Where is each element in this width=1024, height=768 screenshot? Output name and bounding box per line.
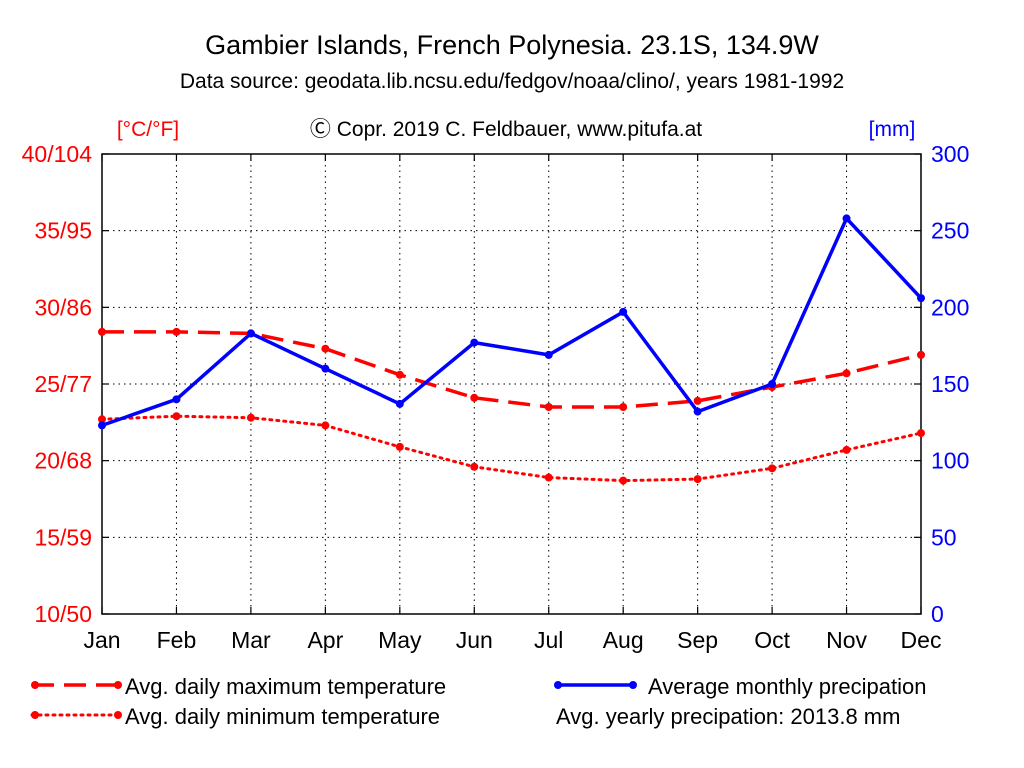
- series-layer: [98, 214, 925, 485]
- axis-ticks: Jan Feb Mar Apr May Jun Jul Aug Sep Oct Nov Dec 10/5…: [22, 141, 970, 653]
- x-tick-label: Jul: [534, 627, 563, 653]
- x-tick-label: Aug: [603, 627, 644, 653]
- series-line-average-monthly-precipation: [101, 215, 923, 428]
- data-point: [842, 445, 851, 454]
- chart-subtitle: Data source: geodata.lib.ncsu.edu/fedgov…: [180, 70, 844, 93]
- data-point: [768, 464, 777, 473]
- data-point: [321, 364, 330, 373]
- data-point: [619, 307, 628, 316]
- chart-title: Gambier Islands, French Polynesia. 23.1S…: [205, 30, 819, 60]
- grid: [102, 154, 921, 614]
- legend-label: Avg. daily minimum temperature: [125, 704, 440, 729]
- legend-label: Avg. daily maximum temperature: [125, 674, 446, 699]
- y-left-tick-label: 40/104: [22, 141, 93, 167]
- y-left-tick-label: 25/77: [34, 371, 92, 397]
- data-point: [768, 380, 777, 388]
- data-point: [917, 429, 925, 438]
- legend-marker: [31, 711, 39, 719]
- data-point: [246, 329, 255, 338]
- y-left-tick-label: 15/59: [34, 524, 92, 550]
- copyright-text: Ⓒ Copr. 2019 C. Feldbauer, www.pitufa.at: [310, 118, 702, 141]
- x-tick-label: Sep: [677, 627, 718, 653]
- data-point: [544, 403, 553, 411]
- data-point: [395, 442, 404, 451]
- x-tick-label: Nov: [826, 627, 867, 653]
- right-axis-unit-label: [mm]: [869, 118, 916, 141]
- data-point: [544, 350, 553, 359]
- legend-label: Average monthly precipation: [648, 674, 926, 699]
- data-point: [98, 421, 106, 430]
- data-point: [321, 421, 330, 430]
- data-point: [98, 415, 106, 424]
- x-tick-label: Jan: [83, 627, 120, 653]
- y-right-tick-label: 250: [931, 218, 969, 244]
- legend-marker: [114, 711, 122, 719]
- data-point: [917, 350, 925, 359]
- y-right-tick-label: 300: [931, 141, 969, 167]
- x-tick-label: May: [378, 627, 422, 653]
- data-point: [172, 327, 181, 336]
- data-point: [321, 344, 330, 353]
- data-point: [470, 338, 479, 347]
- y-left-tick-label: 35/95: [34, 218, 92, 244]
- x-tick-label: Mar: [231, 627, 271, 653]
- y-right-tick-label: 0: [931, 601, 944, 627]
- y-right-tick-label: 200: [931, 294, 969, 320]
- y-right-tick-label: 50: [931, 524, 957, 550]
- legend-marker: [629, 681, 637, 689]
- data-point: [395, 399, 404, 408]
- y-right-tick-label: 100: [931, 448, 969, 474]
- yearly-precipitation-note: Avg. yearly precipation: 2013.8 mm: [556, 704, 900, 729]
- legend-marker: [554, 681, 562, 689]
- series-line-avg-daily-maximum-temperature: [102, 330, 922, 409]
- data-point: [693, 396, 702, 405]
- data-point: [619, 403, 628, 411]
- left-axis-unit-label: [°C/°F]: [117, 118, 179, 141]
- data-point: [917, 294, 925, 303]
- y-left-tick-label: 30/86: [34, 294, 92, 320]
- data-point: [246, 413, 255, 422]
- series-line-avg-daily-minimum-temperature: [100, 414, 923, 483]
- data-point: [470, 462, 479, 471]
- data-point: [544, 473, 553, 482]
- data-point: [470, 393, 479, 402]
- data-point: [693, 475, 702, 484]
- x-tick-label: Apr: [307, 627, 343, 653]
- x-tick-label: Oct: [754, 627, 790, 653]
- data-point: [693, 407, 702, 416]
- data-point: [172, 412, 181, 421]
- legend-marker: [114, 681, 122, 689]
- legend: Avg. daily maximum temperature Avg. daily…: [30, 674, 926, 729]
- data-point: [395, 370, 404, 379]
- data-point: [98, 327, 106, 336]
- data-point: [842, 214, 851, 223]
- x-tick-label: Dec: [901, 627, 942, 653]
- data-point: [619, 476, 628, 485]
- y-left-tick-label: 20/68: [34, 448, 92, 474]
- data-point: [172, 395, 181, 404]
- legend-marker: [31, 681, 39, 689]
- x-tick-label: Jun: [456, 627, 493, 653]
- y-right-tick-label: 150: [931, 371, 969, 397]
- y-left-tick-label: 10/50: [34, 601, 92, 627]
- data-point: [842, 369, 851, 378]
- x-tick-label: Feb: [157, 627, 197, 653]
